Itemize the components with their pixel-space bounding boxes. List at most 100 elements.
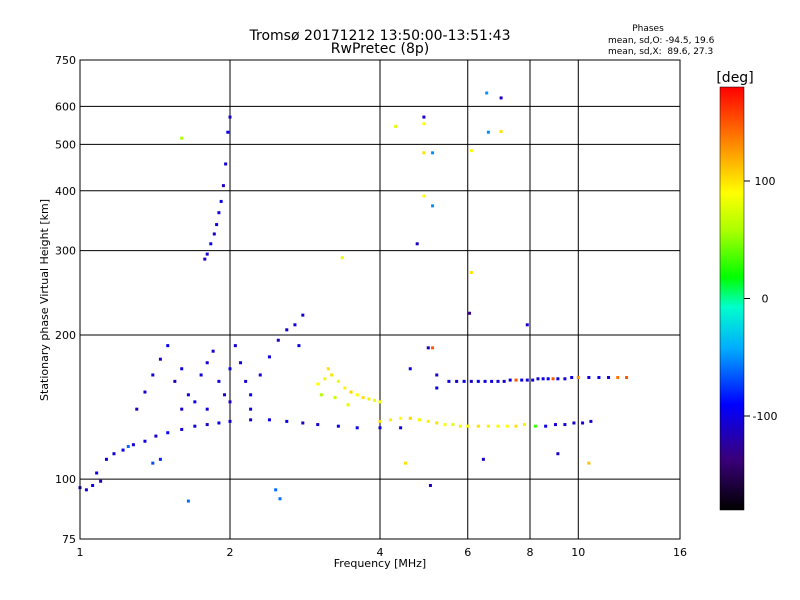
y-tick-label: 100 [55,473,76,486]
phase-info-o: mean, sd,O: -94.5, 19.6 [608,36,715,46]
data-point [343,386,347,390]
data-point [581,421,585,425]
data-point [215,223,219,227]
data-point [180,407,184,411]
x-tick-label: 8 [527,546,534,559]
data-point [226,130,230,134]
data-point [166,431,170,435]
data-point [355,426,359,430]
data-point [203,257,207,261]
data-point [249,418,253,422]
data-point [151,461,155,465]
grid-lines [80,60,680,539]
data-point [576,376,580,380]
data-point [422,122,426,126]
data-point [435,421,439,425]
y-tick-label: 75 [62,533,76,546]
data-point [496,379,500,383]
y-tick-label: 400 [55,185,76,198]
data-point [587,376,591,380]
y-tick-label: 200 [55,329,76,342]
data-point [502,379,506,383]
y-tick-label: 300 [55,245,76,258]
data-point [466,424,470,428]
data-point [219,199,223,203]
data-point [121,448,125,452]
data-point [544,424,548,428]
data-point [563,423,567,427]
data-point [546,377,550,381]
data-point [180,136,184,140]
data-point [531,378,535,382]
data-point [301,421,305,425]
data-point [462,379,466,383]
data-point [301,313,305,317]
data-point [205,423,209,427]
data-point [422,115,426,119]
data-point [373,398,377,402]
data-point [180,427,184,431]
data-point [508,378,512,382]
phase-info: Phases mean, sd,O: -94.5, 19.6 mean, sd,… [608,24,715,57]
colorbar-ticks: 100 0 -100 [744,175,777,423]
data-point [399,426,403,430]
data-point [468,311,472,315]
data-point [99,479,103,483]
data-point [431,204,435,208]
data-point [336,379,340,383]
data-point [361,396,365,400]
data-point [587,461,591,465]
data-point [135,407,139,411]
data-point [205,361,209,365]
data-point [525,378,529,382]
colorbar-label: [deg] [716,70,753,86]
data-point [533,424,537,428]
data-point [378,419,382,423]
data-point [447,379,451,383]
data-point [514,424,518,428]
data-point [316,423,320,427]
data-point [556,377,560,381]
data-point [570,376,574,380]
data-point [193,400,197,404]
data-point [486,130,490,134]
data-point [415,242,419,246]
data-point [458,424,462,428]
data-point [469,149,473,153]
data-point [186,393,190,397]
x-tick-labels: 1 2 4 6 8 10 16 [77,546,688,559]
data-point [426,419,430,423]
data-point [541,377,545,381]
data-point [319,393,323,397]
data-point [224,162,228,166]
data-point [394,124,398,128]
data-point [104,457,108,461]
data-point [233,344,237,348]
data-point [525,323,529,327]
phase-info-x: mean, sd,X: 89.6, 27.3 [608,47,713,57]
data-point [180,367,184,371]
data-point [431,151,435,155]
data-point [158,457,162,461]
colorbar-tick-label: 100 [755,175,776,188]
data-point [239,361,243,365]
data-point [490,379,494,383]
data-point [244,379,248,383]
data-point [330,373,334,377]
data-point [258,373,262,377]
data-point [355,393,359,397]
data-point [349,390,353,394]
data-points [78,91,629,503]
data-point [326,367,330,371]
data-point [249,393,253,397]
data-point [173,379,177,383]
data-point [249,407,253,411]
data-point [154,434,158,438]
data-point [483,379,487,383]
data-point [431,346,435,350]
data-point [499,129,503,133]
data-point [536,377,540,381]
data-point [228,400,232,404]
data-point [422,151,426,155]
